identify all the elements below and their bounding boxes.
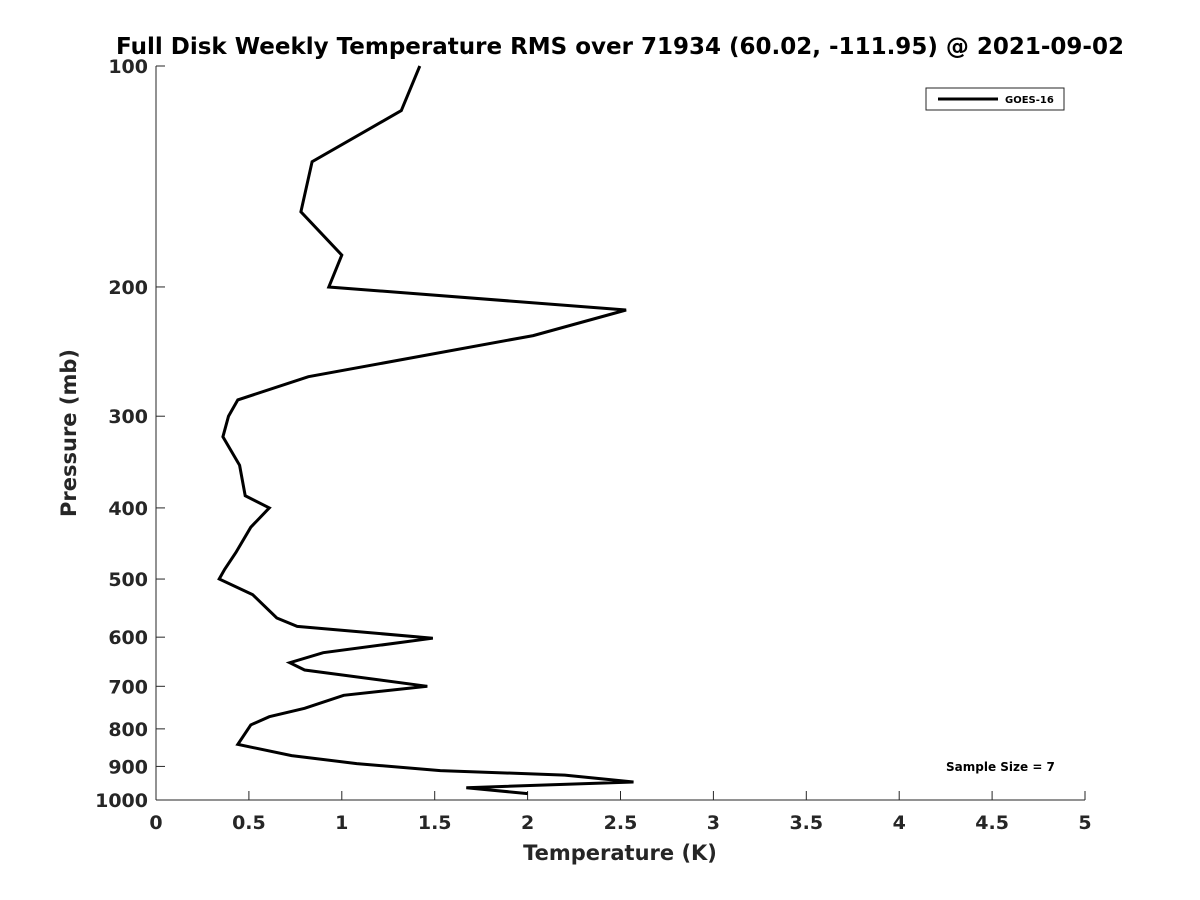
y-tick-label: 300 <box>108 406 148 428</box>
y-tick-label: 1000 <box>95 790 148 812</box>
x-tick-label: 0 <box>149 812 162 834</box>
series-line-goes-16 <box>217 65 634 796</box>
chart-title: Full Disk Weekly Temperature RMS over 71… <box>116 34 1124 60</box>
axes <box>155 66 1085 801</box>
x-tick-label: 3 <box>707 812 720 834</box>
x-tick-label: 4 <box>893 812 906 834</box>
x-ticks: 0 0.5 1 1.5 2 2.5 3 3.5 4 4.5 5 <box>149 791 1092 834</box>
x-tick-label: 2.5 <box>604 812 638 834</box>
x-tick-label: 0.5 <box>232 812 266 834</box>
series-group <box>217 65 634 796</box>
y-tick-label: 400 <box>108 498 148 520</box>
x-tick-label: 1 <box>335 812 348 834</box>
y-tick-label: 500 <box>108 569 148 591</box>
sample-size-annotation: Sample Size = 7 <box>946 760 1055 774</box>
y-tick-label: 900 <box>108 756 148 778</box>
y-axis-label: Pressure (mb) <box>57 349 81 517</box>
legend-label-goes-16: GOES-16 <box>1005 95 1054 106</box>
x-tick-label: 2 <box>521 812 534 834</box>
y-tick-label: 800 <box>108 719 148 741</box>
x-tick-label: 5 <box>1078 812 1091 834</box>
y-tick-label: 600 <box>108 627 148 649</box>
y-tick-label: 700 <box>108 676 148 698</box>
x-tick-label: 3.5 <box>789 812 823 834</box>
x-axis-label: Temperature (K) <box>523 841 717 865</box>
x-tick-label: 1.5 <box>418 812 452 834</box>
x-tick-label: 4.5 <box>975 812 1009 834</box>
y-tick-label: 200 <box>108 277 148 299</box>
y-ticks: 100 200 300 400 500 600 700 800 900 1000 <box>95 56 165 812</box>
y-tick-label: 100 <box>108 56 148 78</box>
legend: GOES-16 <box>925 87 1065 111</box>
